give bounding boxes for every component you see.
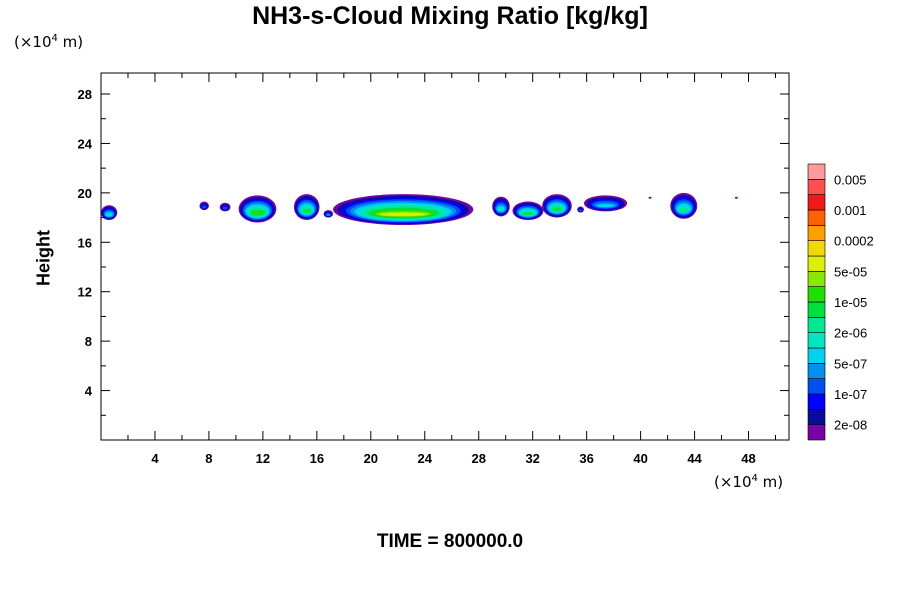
colorbar-label: 2e-08 xyxy=(834,418,867,433)
x-axis-unit-label: (×104 m) xyxy=(714,473,783,491)
x-tick-label: 48 xyxy=(741,451,755,466)
x-tick-label: 12 xyxy=(256,451,270,466)
colorbar-swatch xyxy=(807,240,826,257)
cloud-contour xyxy=(522,212,534,215)
colorbar-swatch xyxy=(807,378,826,395)
colorbar-label: 1e-07 xyxy=(834,387,867,402)
cloud-blob xyxy=(199,201,209,211)
x-tick-label: 28 xyxy=(471,451,485,466)
cloud-blob xyxy=(219,202,231,212)
cloud-blob xyxy=(577,206,584,213)
y-tick-label: 8 xyxy=(85,334,92,349)
colorbar-label: 0.005 xyxy=(834,172,867,187)
x-tick-label: 16 xyxy=(310,451,324,466)
cloud-field xyxy=(101,192,738,225)
colorbar-swatch xyxy=(807,363,826,379)
x-tick-label: 24 xyxy=(418,451,433,466)
y-unit-suffix: m) xyxy=(57,33,84,51)
cloud-blob xyxy=(323,210,334,218)
cloud-contour xyxy=(222,206,228,210)
colorbar-label: 5e-05 xyxy=(834,264,867,279)
plot-frame xyxy=(100,72,790,441)
colorbar-swatch xyxy=(807,179,826,195)
y-tick-label: 28 xyxy=(78,87,92,102)
colorbar-label: 5e-07 xyxy=(834,356,867,371)
colorbar-swatch xyxy=(807,317,826,333)
colorbar-swatch xyxy=(807,163,826,180)
cloud-contour xyxy=(202,205,207,209)
x-unit-exponent: 4 xyxy=(751,473,758,484)
y-unit-prefix: (×10 xyxy=(14,33,52,51)
cloud-blob xyxy=(492,196,510,217)
cloud-blob xyxy=(101,205,118,221)
colorbar-swatch xyxy=(807,271,826,287)
colorbar-swatch xyxy=(807,424,826,441)
cloud-speck xyxy=(648,196,652,199)
chart-title: NH3-s-Cloud Mixing Ratio [kg/kg] xyxy=(252,2,648,30)
colorbar-swatch xyxy=(807,409,826,425)
x-tick-label: 20 xyxy=(364,451,378,466)
y-tick-label: 24 xyxy=(78,136,93,151)
cloud-contour xyxy=(326,213,331,216)
x-tick-label: 40 xyxy=(633,451,647,466)
y-tick-label: 20 xyxy=(78,186,92,201)
colorbar-swatch xyxy=(807,255,826,272)
cloud-contour xyxy=(380,212,426,216)
x-tick-label: 32 xyxy=(525,451,539,466)
colorbar-swatch xyxy=(807,347,826,364)
cloud-blob xyxy=(293,194,320,221)
x-tick-label: 36 xyxy=(579,451,593,466)
cloud-contour xyxy=(597,204,615,208)
cloud-contour xyxy=(497,207,505,211)
colorbar-swatch xyxy=(807,209,826,226)
colorbar-swatch xyxy=(807,194,826,211)
colorbar-label: 0.0002 xyxy=(834,234,874,249)
colorbar-swatch xyxy=(807,301,826,318)
colorbar-swatch xyxy=(807,332,826,349)
cloud-blob xyxy=(512,201,544,221)
x-tick-label: 4 xyxy=(151,451,159,466)
cloud-contour xyxy=(302,209,312,213)
colorbar-swatch xyxy=(807,393,826,410)
time-label: TIME = 800000.0 xyxy=(376,531,524,552)
cloud-contour xyxy=(579,209,583,212)
cloud-contour xyxy=(678,207,689,212)
y-tick-label: 16 xyxy=(78,235,92,250)
cloud-contour xyxy=(551,207,563,211)
colorbar: 2e-08 1e-07 5e-07 2e-06 1e-05 5e-05 0.0002 0.00… xyxy=(807,163,874,441)
colorbar-swatch xyxy=(807,225,826,241)
y-tick-label: 4 xyxy=(85,384,93,399)
cloud-speck xyxy=(734,196,738,199)
cloud-blob xyxy=(333,194,474,225)
colorbar-swatch xyxy=(807,286,826,303)
y-tick-label: 12 xyxy=(78,285,92,300)
cloud-contour xyxy=(106,213,113,217)
cloud-blob xyxy=(670,192,698,219)
cloud-blob xyxy=(542,194,572,218)
colorbar-label: 2e-06 xyxy=(834,326,867,341)
cloud-blob xyxy=(238,195,277,223)
x-unit-prefix: (×10 xyxy=(714,473,752,491)
cloud-blob xyxy=(583,195,628,212)
x-unit-suffix: m) xyxy=(757,473,784,491)
colorbar-label: 0.001 xyxy=(834,203,867,218)
y-unit-exponent: 4 xyxy=(51,33,58,44)
cloud-contour xyxy=(251,211,264,215)
y-axis-unit-label: (×104 m) xyxy=(14,33,83,51)
colorbar-label: 1e-05 xyxy=(834,295,867,310)
x-tick-label: 44 xyxy=(687,451,702,466)
x-tick-label: 8 xyxy=(205,451,212,466)
